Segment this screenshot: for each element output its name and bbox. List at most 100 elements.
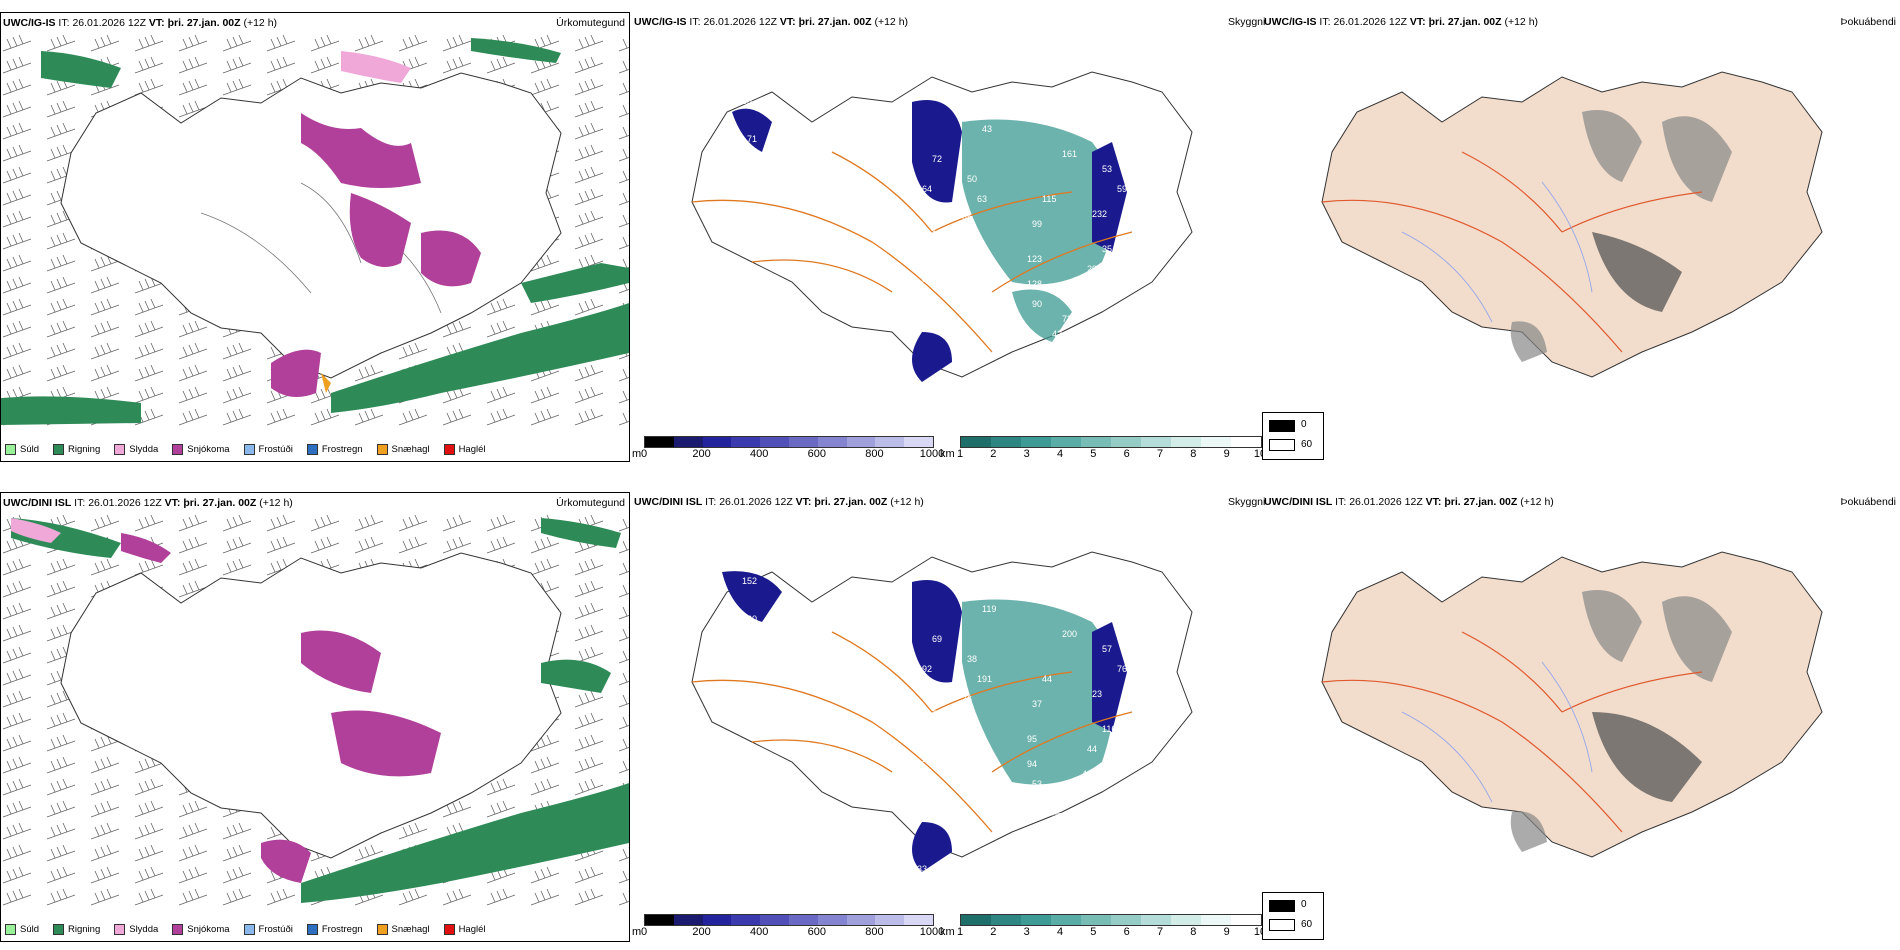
ceiling-value-label: 35	[1102, 244, 1112, 254]
panel-title: Þokuábendi	[1840, 16, 1896, 28]
legend-swatch	[443, 924, 455, 935]
colorbar-tick-label: 1000	[919, 926, 945, 938]
precip-legend: Súld Rigning Slydda Snjókoma Frostúði Frostre…	[5, 444, 486, 455]
legend-label: Frostúði	[258, 444, 293, 455]
ceiling-value-label: 115	[1042, 194, 1056, 204]
legend-swatch	[114, 924, 126, 935]
ceiling-value-label: 53	[1032, 779, 1042, 789]
visibility-title: Skyggni	[1228, 16, 1266, 28]
colorbar-tick-label: 8	[1190, 926, 1197, 938]
ceiling-value-label: 161	[1062, 149, 1077, 159]
ceiling-value-label: 191	[977, 674, 992, 684]
panel-header: UWC/DINI ISL IT: 26.01.2026 12Z VT: þri.…	[3, 497, 293, 509]
legend-label: Snjókoma	[187, 924, 230, 935]
ceiling-value-label: 63	[977, 194, 987, 204]
ceiling-value-label: 95	[1027, 734, 1037, 744]
colorbar-tick-label: 9	[1223, 926, 1230, 938]
visibility-title: Skyggni	[1228, 496, 1266, 508]
ceiling-colorbar-scale	[644, 436, 934, 448]
colorbar-tick-label: 0	[640, 926, 648, 938]
ceiling-value-label: 60	[747, 614, 757, 624]
ceiling-value-label: 70	[762, 654, 772, 664]
ceiling-value-label: 152	[742, 576, 757, 586]
legend-label: Rigning	[68, 444, 101, 455]
legend-label: Snæhagl	[391, 924, 430, 935]
fog-legend: 0 60	[1262, 892, 1324, 940]
ceiling-colorbar: m 0 200 400 600 800 1000	[632, 914, 944, 944]
precip-legend-item: Snjókoma	[172, 924, 230, 935]
visibility-panel: UWC/DINI ISL IT: 26.01.2026 12Z VT: þri.…	[632, 492, 1264, 942]
colorbar-tick-label: 2	[990, 926, 997, 938]
colorbar-tick-label: 3	[1023, 926, 1030, 938]
colorbar-tick-label: 1	[956, 448, 964, 460]
colorbar-tick-label: 2	[990, 448, 997, 460]
ceiling-value-label: 76	[1117, 664, 1127, 674]
ceiling-value-label: 232	[1092, 209, 1107, 219]
ceiling-value-label: 33	[917, 864, 927, 874]
iceland-outline	[1321, 551, 1823, 858]
colorbar-tick-label: 200	[692, 926, 711, 938]
ceiling-value-label: 70	[922, 209, 932, 219]
ceiling-value-label: 244	[1037, 114, 1052, 124]
precip-legend-item: Frostúði	[243, 924, 293, 935]
precip-type-panel: UWC/DINI ISL IT: 26.01.2026 12Z VT: þri.…	[0, 492, 630, 942]
legend-swatch	[114, 444, 126, 455]
colorbar-tick-label: 5	[1090, 448, 1097, 460]
forecast-row-1: UWC/IG-IS IT: 26.01.2026 12Z VT: þri. 27…	[0, 12, 1900, 472]
legend-swatch	[243, 924, 255, 935]
colorbar-tick-label: 6	[1123, 448, 1130, 460]
ceiling-value-label: 85	[742, 96, 752, 106]
legend-label: Slydda	[129, 924, 159, 935]
forecast-row-2: UWC/DINI ISL IT: 26.01.2026 12Z VT: þri.…	[0, 492, 1900, 950]
legend-label: Frostúði	[258, 924, 293, 935]
ceiling-value-label: 87	[1072, 119, 1082, 129]
ceiling-value-label: 123	[1027, 254, 1042, 264]
ceiling-value-label: 73	[1062, 314, 1072, 324]
ceiling-value-label: 19	[922, 754, 932, 764]
ceiling-value-label: 128	[1027, 279, 1042, 289]
legend-swatch	[376, 924, 388, 935]
ceiling-value-label: 71	[747, 134, 757, 144]
ceiling-value-label: 57	[1102, 644, 1112, 654]
legend-swatch	[243, 444, 255, 455]
legend-label: Súld	[20, 444, 40, 455]
legend-swatch	[5, 444, 16, 455]
panel-header: UWC/DINI ISL IT: 26.01.2026 12Z VT: þri.…	[634, 496, 924, 508]
visibility-colorbar-scale	[960, 914, 1262, 926]
precip-legend-item: Snæhagl	[376, 444, 430, 455]
ceiling-value-label: 69	[932, 634, 942, 644]
ceiling-value-label: 200	[1062, 629, 1077, 639]
ceiling-value-label: 156	[917, 384, 932, 394]
panel-header: UWC/IG-IS IT: 26.01.2026 12Z VT: þri. 27…	[1264, 16, 1539, 28]
ceiling-value-label: 98	[932, 264, 942, 274]
ceiling-value-label: 6	[762, 174, 767, 184]
legend-swatch	[443, 444, 455, 455]
precip-legend-item: Súld	[5, 444, 39, 455]
ceiling-value-label: 99	[972, 244, 982, 254]
visibility-panel: UWC/IG-IS IT: 26.01.2026 12Z VT: þri. 27…	[632, 12, 1264, 462]
precip-legend-item: Slydda	[114, 924, 158, 935]
colorbar-tick-label: 400	[750, 926, 769, 938]
precip-map	[1, 33, 629, 431]
legend-swatch	[306, 924, 318, 935]
colorbar-tick-label: 6	[1123, 926, 1130, 938]
legend-label: Súld	[20, 924, 40, 935]
legend-swatch	[53, 444, 65, 455]
precip-legend-item: Súld	[5, 924, 39, 935]
ceiling-value-label: 159	[1037, 594, 1052, 604]
ceiling-value-label: 50	[967, 174, 977, 184]
ceiling-value-label: 48	[1082, 769, 1092, 779]
ceiling-value-label: 17	[977, 109, 987, 119]
fog-legend: 0 60	[1262, 412, 1324, 460]
ceiling-value-label: 19	[1052, 359, 1062, 369]
legend-swatch	[172, 924, 184, 935]
ceiling-value-label: 43	[982, 124, 992, 134]
fog-panel: UWC/DINI ISL IT: 26.01.2026 12Z VT: þri.…	[1262, 492, 1900, 942]
legend-swatch	[172, 444, 184, 455]
colorbar-tick-label: 600	[807, 448, 826, 460]
legend-label: Frostregn	[321, 924, 363, 935]
ceiling-value-label: 63	[1082, 289, 1092, 299]
legend-swatch	[306, 444, 318, 455]
ceiling-value-label: 119	[982, 604, 996, 614]
colorbar-tick-label: 1000	[919, 448, 945, 460]
